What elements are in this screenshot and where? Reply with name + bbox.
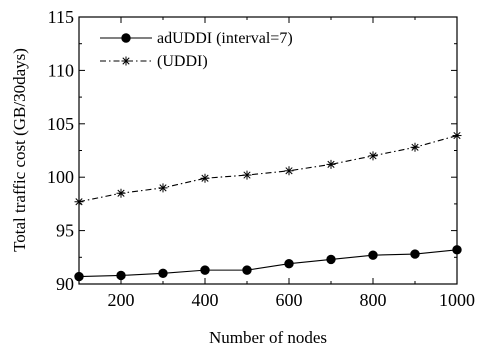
legend-label: adUDDI (interval=7) [157, 30, 293, 47]
y-tick-label: 115 [48, 7, 74, 27]
x-tick-label: 400 [192, 290, 219, 310]
x-axis-title: Number of nodes [209, 328, 327, 347]
legend: adUDDI (interval=7) (UDDI) [100, 30, 293, 70]
x-tick-label: 200 [108, 290, 135, 310]
x-tick-label: 1000 [439, 290, 475, 310]
data-point-circle [116, 270, 126, 281]
data-point-circle [284, 259, 294, 269]
legend-label: (UDDI) [157, 53, 208, 70]
data-point-asterisk [326, 159, 336, 169]
y-tick-label: 95 [56, 221, 74, 241]
series-2 [74, 131, 462, 207]
x-axis-ticks: 200 400 600 800 1000 [78, 17, 475, 310]
y-axis-ticks: 90 95 100 105 110 115 [47, 7, 457, 294]
series-layer [74, 131, 462, 282]
data-point-circle [74, 271, 84, 282]
legend-item: adUDDI (interval=7) [100, 30, 293, 47]
x-tick-label: 600 [276, 290, 303, 310]
y-tick-label: 110 [48, 60, 74, 80]
y-axis-title: Total traffic cost (GB/30days) [10, 48, 29, 252]
legend-item: (UDDI) [100, 53, 208, 70]
data-point-asterisk [74, 197, 84, 207]
data-point-circle [200, 265, 210, 275]
data-point-asterisk [121, 56, 131, 66]
series-line [78, 249, 458, 278]
x-tick-label: 800 [360, 290, 387, 310]
data-point-circle [326, 254, 336, 265]
data-point-asterisk [200, 173, 210, 183]
data-point-circle [242, 265, 252, 275]
data-point-asterisk [452, 131, 462, 141]
data-point-asterisk [368, 151, 378, 161]
data-point-circle [452, 245, 462, 255]
data-point-circle [121, 33, 131, 43]
data-point-circle [410, 249, 420, 259]
series-1 [74, 245, 462, 282]
data-point-asterisk [242, 170, 252, 180]
data-point-asterisk [284, 166, 294, 176]
y-tick-label: 105 [47, 114, 74, 134]
y-tick-label: 100 [47, 167, 74, 187]
y-tick-label: 90 [56, 274, 74, 294]
data-point-circle [158, 268, 168, 279]
data-point-asterisk [116, 188, 126, 198]
data-point-circle [368, 250, 378, 260]
series-line [78, 135, 458, 203]
data-point-asterisk [158, 183, 168, 193]
data-point-asterisk [410, 142, 420, 152]
